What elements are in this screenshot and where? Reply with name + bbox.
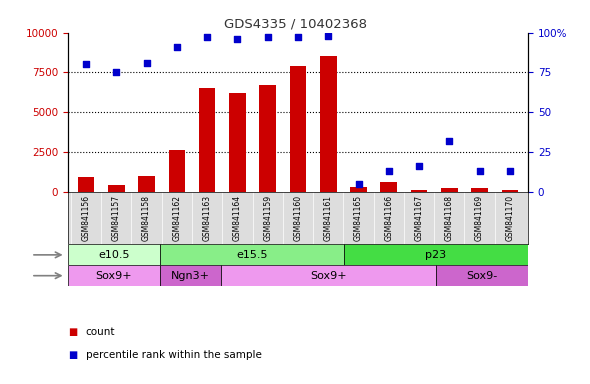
Bar [78,177,94,192]
Text: GSM841163: GSM841163 [202,195,212,241]
Text: GSM841167: GSM841167 [415,195,424,241]
Bar [160,265,221,286]
Text: p23: p23 [425,250,447,260]
Point [323,33,333,39]
Text: GSM841161: GSM841161 [324,195,333,241]
Point [293,34,303,40]
Point [202,34,212,40]
Text: GSM841164: GSM841164 [233,195,242,241]
Text: ■: ■ [68,350,77,360]
Text: GDS4335 / 10402368: GDS4335 / 10402368 [224,17,366,30]
Text: Sox9+: Sox9+ [96,271,132,281]
Point [112,69,121,75]
Bar [229,93,245,192]
Point [172,44,182,50]
Point [263,34,273,40]
Bar [199,88,215,192]
Text: Sox9-: Sox9- [467,271,497,281]
Bar [441,188,458,192]
Bar [108,185,124,192]
Text: count: count [86,327,115,337]
Bar [68,245,160,265]
Bar [68,265,160,286]
Text: Sox9+: Sox9+ [310,271,347,281]
Text: ■: ■ [68,327,77,337]
Bar [350,187,367,192]
Bar [320,56,336,192]
Bar [344,245,528,265]
Text: GSM841170: GSM841170 [506,195,514,241]
Text: GSM841157: GSM841157 [112,195,121,241]
Point [354,180,363,187]
Point [142,60,151,66]
Point [475,168,484,174]
Bar [436,265,528,286]
Text: percentile rank within the sample: percentile rank within the sample [86,350,261,360]
Text: GSM841156: GSM841156 [81,195,90,241]
Bar [138,176,155,192]
Bar [411,190,427,192]
Bar [221,265,436,286]
Point [505,168,514,174]
Text: GSM841158: GSM841158 [142,195,151,241]
Text: e15.5: e15.5 [236,250,268,260]
Bar [471,188,488,192]
Bar [160,245,344,265]
Bar [290,66,306,192]
Text: GSM841160: GSM841160 [293,195,303,241]
Text: GSM841165: GSM841165 [354,195,363,241]
Text: Ngn3+: Ngn3+ [171,271,210,281]
Bar [169,150,185,192]
Bar [381,182,397,192]
Point [414,163,424,169]
Point [232,36,242,42]
Point [384,168,394,174]
Text: GSM841162: GSM841162 [172,195,181,241]
Point [445,137,454,144]
Text: e10.5: e10.5 [98,250,130,260]
Bar [260,85,276,192]
Point [81,61,91,68]
Text: GSM841168: GSM841168 [445,195,454,241]
Text: GSM841159: GSM841159 [263,195,272,241]
Bar [502,190,518,192]
Text: GSM841166: GSM841166 [384,195,394,241]
Text: GSM841169: GSM841169 [475,195,484,241]
